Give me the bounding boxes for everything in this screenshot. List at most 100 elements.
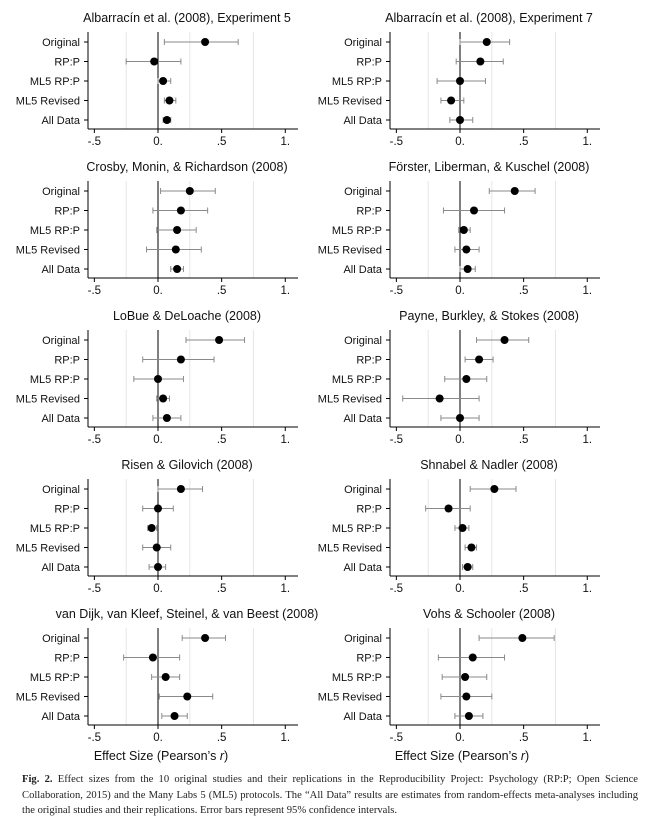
effect-size-point bbox=[176, 485, 185, 493]
category-label: All Data bbox=[343, 711, 382, 723]
x-tick-label: .5 bbox=[217, 285, 227, 297]
category-label: Original bbox=[42, 335, 80, 347]
category-label: RP:P bbox=[356, 504, 382, 516]
x-tick-label: 0. bbox=[455, 583, 465, 595]
panel-title: Payne, Burkley, & Stokes (2008) bbox=[399, 309, 579, 323]
effect-size-point bbox=[159, 394, 168, 403]
category-label: ML5 Revised bbox=[318, 96, 382, 108]
effect-size-point bbox=[148, 653, 157, 662]
category-label: Original bbox=[42, 633, 80, 645]
category-label: ML5 Revised bbox=[318, 543, 382, 555]
x-tick-label: .5 bbox=[217, 136, 227, 148]
x-tick-label: 1. bbox=[582, 136, 592, 148]
forest-panel: Risen & Gilovich (2008) -.5 0. .5 1. Original… bbox=[16, 458, 298, 595]
category-label: ML5 Revised bbox=[16, 245, 80, 257]
effect-size-point bbox=[173, 265, 182, 273]
effect-size-point bbox=[183, 692, 192, 701]
category-label: ML5 RP:P bbox=[30, 523, 80, 535]
category-label: All Data bbox=[41, 562, 80, 574]
category-label: RP:P bbox=[54, 57, 80, 69]
category-label: RP:P bbox=[54, 206, 80, 218]
category-label: Original bbox=[344, 633, 382, 645]
category-label: Original bbox=[42, 186, 80, 198]
x-tick-label: -.5 bbox=[88, 285, 101, 297]
effect-size-point bbox=[154, 504, 162, 513]
effect-size-point bbox=[435, 394, 444, 403]
forest-panel: Crosby, Monin, & Richardson (2008) -.5 0..… bbox=[16, 160, 298, 297]
x-tick-label: .5 bbox=[217, 583, 227, 595]
category-label: ML5 RP:P bbox=[30, 374, 80, 386]
category-label: ML5 Revised bbox=[318, 394, 382, 406]
panel-title: Albarracín et al. (2008), Experiment 5 bbox=[83, 11, 291, 25]
effect-size-point bbox=[447, 96, 456, 105]
category-label: Original bbox=[42, 484, 80, 496]
forest-plot-panels: Albarracín et al. (2008), Experiment 5 -.… bbox=[16, 11, 600, 744]
forest-panel: Albarracín et al. (2008), Experiment 5 -.… bbox=[16, 11, 298, 148]
panel-title: Förster, Liberman, & Kuschel (2008) bbox=[389, 160, 590, 174]
effect-size-point bbox=[518, 634, 527, 642]
effect-size-point bbox=[150, 57, 159, 66]
x-axis-title-right: Effect Size (Pearson’s r) bbox=[395, 749, 529, 763]
category-label: All Data bbox=[41, 711, 80, 723]
category-label: ML5 Revised bbox=[318, 692, 382, 704]
category-label: ML5 RP:P bbox=[332, 672, 382, 684]
effect-size-point bbox=[173, 226, 182, 234]
x-tick-label: .5 bbox=[519, 136, 529, 148]
effect-size-point bbox=[201, 634, 210, 642]
category-label: RP:P bbox=[356, 206, 382, 218]
figure-caption-label: Fig. 2. bbox=[22, 774, 53, 785]
effect-size-point bbox=[470, 206, 478, 215]
category-label: RP:P bbox=[356, 355, 382, 367]
forest-panel: LoBue & DeLoache (2008) -.5 0. .5 1. Original… bbox=[16, 309, 298, 446]
effect-size-point bbox=[475, 355, 484, 364]
panel-title: Albarracín et al. (2008), Experiment 7 bbox=[385, 11, 593, 25]
category-label: RP:P bbox=[356, 57, 382, 69]
category-label: ML5 RP:P bbox=[30, 672, 80, 684]
panel-title: Risen & Gilovich (2008) bbox=[121, 458, 252, 472]
x-tick-label: 1. bbox=[280, 732, 290, 744]
effect-size-point bbox=[161, 673, 170, 681]
category-label: Original bbox=[344, 186, 382, 198]
panel-title: Vohs & Schooler (2008) bbox=[423, 607, 555, 621]
x-tick-label: -.5 bbox=[390, 434, 403, 446]
category-label: All Data bbox=[41, 413, 80, 425]
x-tick-label: -.5 bbox=[390, 136, 403, 148]
effect-size-point bbox=[154, 563, 162, 571]
effect-size-point bbox=[162, 414, 171, 422]
effect-size-point bbox=[152, 543, 161, 552]
effect-size-point bbox=[467, 543, 476, 552]
x-tick-label: 1. bbox=[582, 732, 592, 744]
panel-title: LoBue & DeLoache (2008) bbox=[113, 309, 261, 323]
category-label: Original bbox=[344, 335, 382, 347]
x-tick-label: .5 bbox=[217, 732, 227, 744]
category-label: All Data bbox=[343, 115, 382, 127]
effect-size-point bbox=[215, 336, 224, 344]
category-label: Original bbox=[344, 484, 382, 496]
x-tick-label: .5 bbox=[519, 583, 529, 595]
effect-size-point bbox=[162, 116, 171, 124]
x-tick-label: -.5 bbox=[88, 732, 101, 744]
effect-size-point bbox=[171, 245, 180, 254]
effect-size-point bbox=[462, 375, 471, 383]
x-tick-label: 0. bbox=[455, 136, 465, 148]
forest-panel: Vohs & Schooler (2008) -.5 0. .5 1. Original R… bbox=[318, 607, 600, 744]
x-tick-label: .5 bbox=[519, 434, 529, 446]
forest-panel: van Dijk, van Kleef, Steinel, & van Bees… bbox=[16, 607, 319, 744]
effect-size-point bbox=[185, 187, 194, 195]
effect-size-point bbox=[500, 336, 509, 344]
effect-size-point bbox=[463, 563, 472, 571]
category-label: ML5 Revised bbox=[318, 245, 382, 257]
effect-size-point bbox=[459, 226, 468, 234]
category-label: RP:P bbox=[54, 653, 80, 665]
effect-size-point bbox=[456, 116, 464, 124]
category-label: RP:P bbox=[356, 653, 382, 665]
category-label: ML5 RP:P bbox=[30, 76, 80, 88]
category-label: RP:P bbox=[54, 504, 80, 516]
effect-size-point bbox=[154, 375, 162, 383]
effect-size-point bbox=[482, 38, 491, 46]
forest-panel: Albarracín et al. (2008), Experiment 7 -.… bbox=[318, 11, 600, 148]
category-label: ML5 Revised bbox=[16, 692, 80, 704]
effect-size-point bbox=[462, 692, 471, 701]
x-tick-label: -.5 bbox=[390, 285, 403, 297]
